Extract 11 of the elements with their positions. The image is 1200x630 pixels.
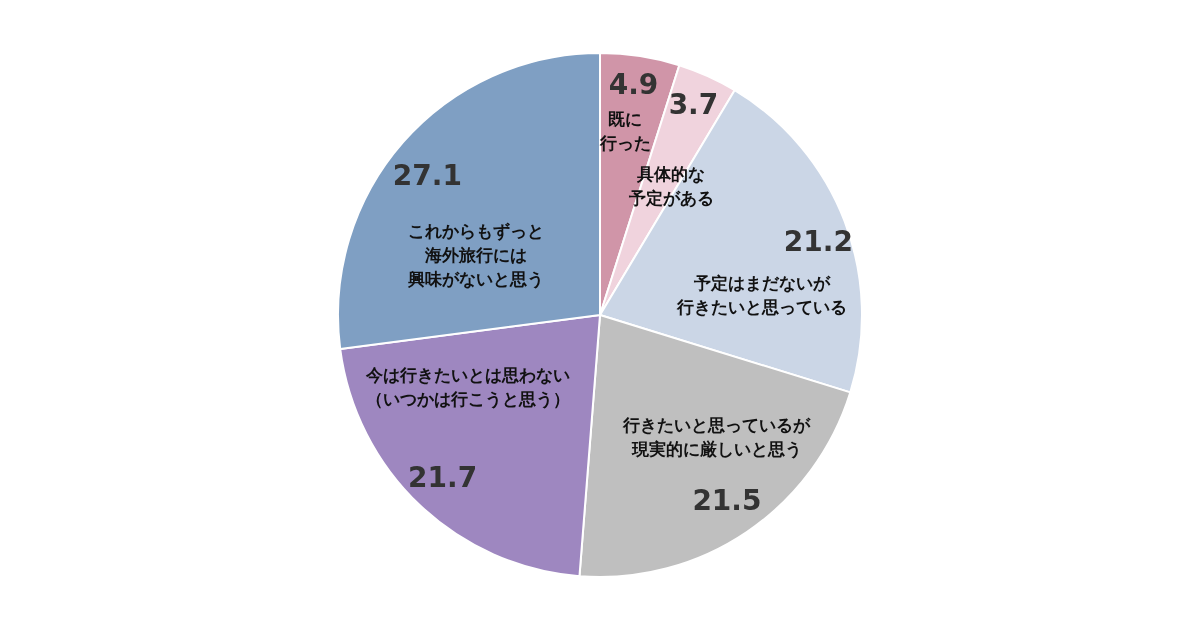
data-label: 4.9 (608, 67, 659, 101)
slice-label: 今は行きたいとは思わない（いつかは行こうと思う） (364, 364, 570, 409)
data-label: 3.7 (668, 88, 719, 122)
slice-label: 予定はまだないが行きたいと思っている (676, 273, 848, 318)
slice-label: 具体的な予定がある (627, 164, 714, 209)
slice-label: これからもずっと海外旅行には興味がないと思う (407, 220, 545, 289)
data-label: 27.1 (392, 159, 462, 193)
data-label: 21.7 (408, 460, 478, 494)
data-label: 21.2 (783, 225, 853, 259)
slice-label: 行きたいと思っているが現実的に厳しいと思う (622, 415, 812, 460)
data-label: 21.5 (692, 484, 762, 518)
